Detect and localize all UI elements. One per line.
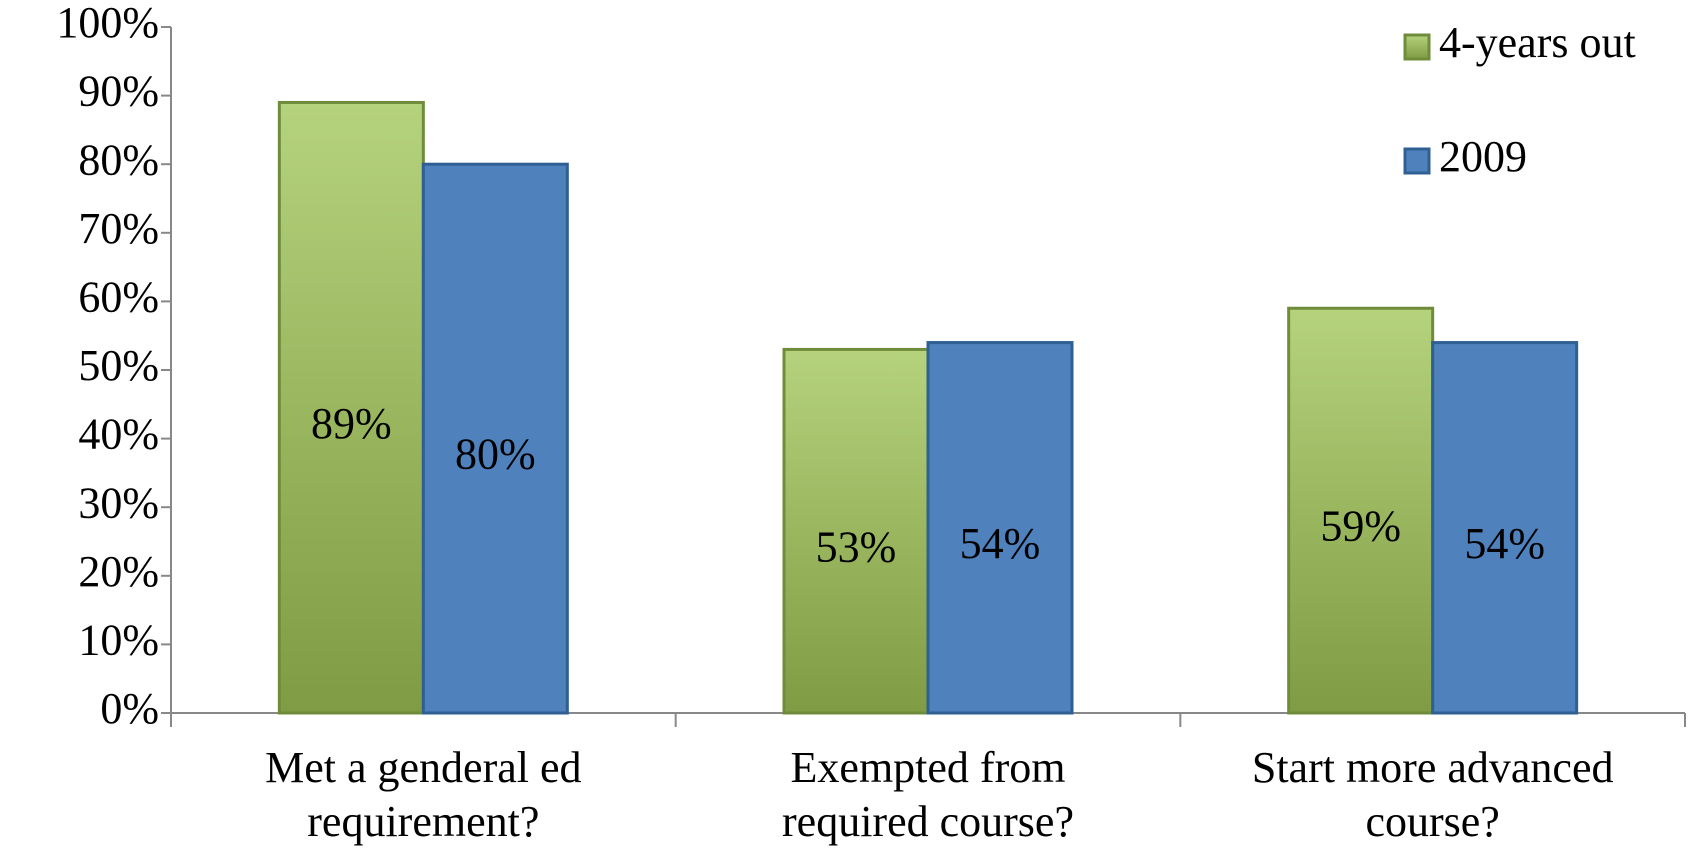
bar (926, 341, 1074, 715)
value-label: 59% (1320, 502, 1401, 551)
y-tick-label: 60% (78, 272, 159, 321)
value-label: 80% (455, 430, 536, 479)
y-tick-label: 30% (78, 478, 159, 527)
y-tick-label: 0% (100, 684, 159, 733)
x-tick-label: Start more advanced (1252, 743, 1614, 792)
x-tick-label: Met a genderal ed (265, 743, 581, 792)
bar (1431, 341, 1579, 715)
bar (782, 347, 930, 715)
y-tick-label: 100% (56, 0, 159, 47)
x-tick-label: Exempted from (791, 743, 1066, 792)
x-tick-label: required course? (782, 797, 1074, 846)
legend-swatch (1403, 147, 1431, 175)
value-label: 89% (311, 399, 392, 448)
y-tick-label: 80% (78, 135, 159, 184)
y-tick-label: 10% (78, 615, 159, 664)
bar (277, 100, 425, 715)
y-tick-label: 70% (78, 204, 159, 253)
value-label: 54% (960, 519, 1041, 568)
y-tick-label: 90% (78, 67, 159, 116)
legend-swatch (1403, 33, 1431, 61)
legend-label: 4-years out (1439, 18, 1636, 67)
bar (421, 162, 569, 715)
value-label: 54% (1464, 519, 1545, 568)
value-label: 53% (816, 522, 897, 571)
legend-label: 2009 (1439, 132, 1527, 181)
x-tick-label: course? (1365, 797, 1499, 846)
x-tick-label: requirement? (307, 797, 539, 846)
y-tick-label: 50% (78, 341, 159, 390)
y-tick-label: 20% (78, 547, 159, 596)
y-tick-label: 40% (78, 410, 159, 459)
